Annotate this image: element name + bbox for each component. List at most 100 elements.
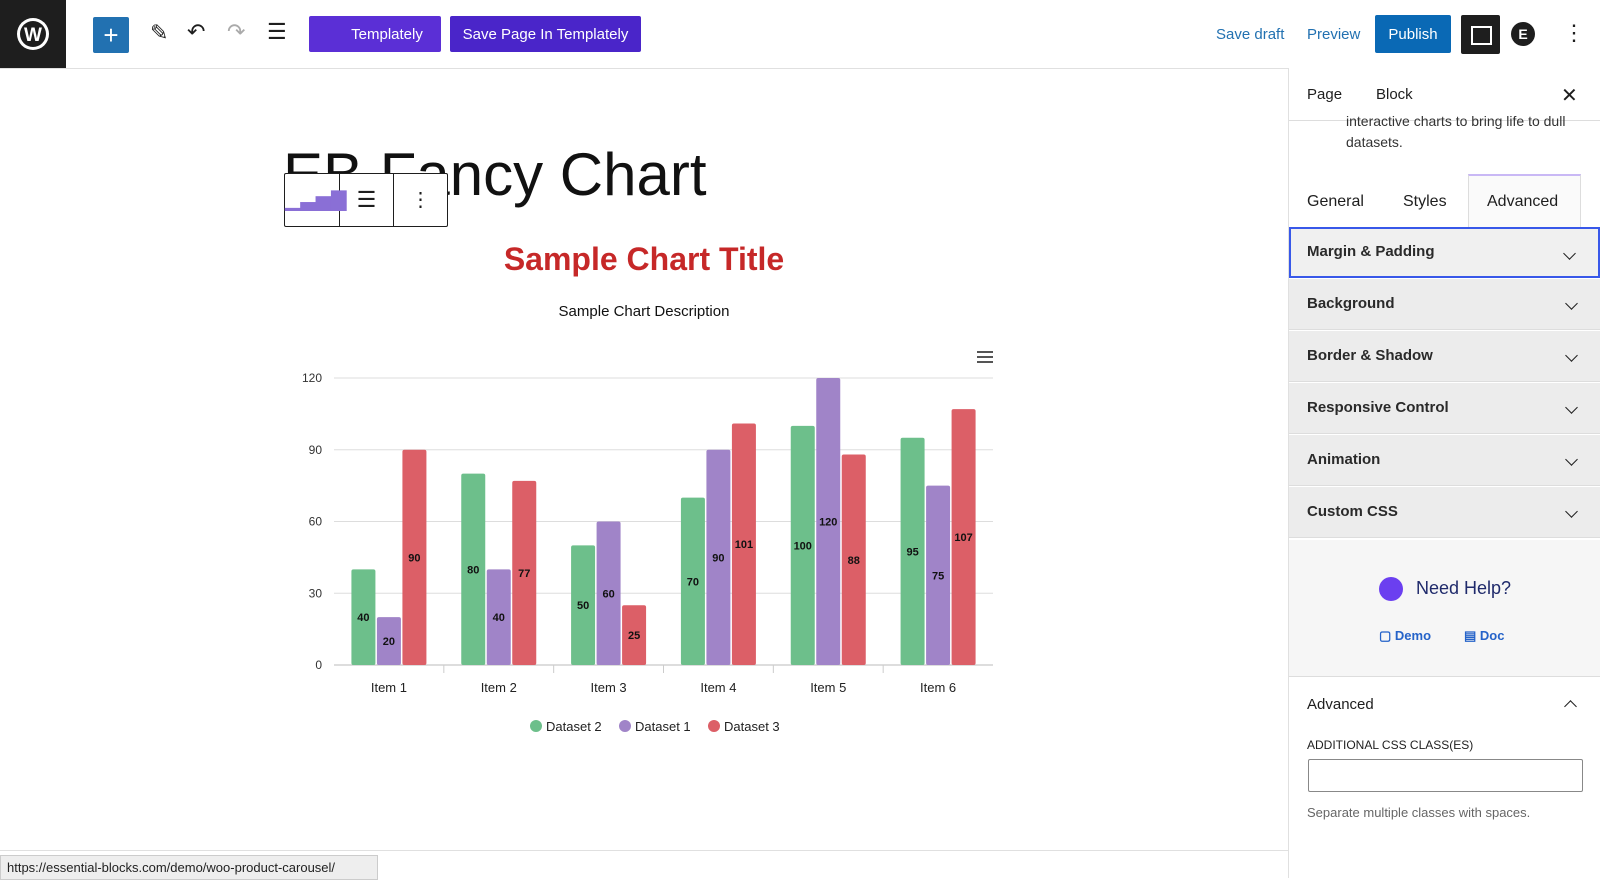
data-label: 107 — [954, 532, 972, 544]
settings-panel[interactable]: Responsive Control — [1289, 383, 1600, 434]
footer-line — [0, 850, 1289, 851]
demo-link[interactable]: ▢ Demo — [1379, 628, 1432, 643]
panel-title[interactable]: Border & Shadow — [1307, 347, 1433, 364]
css-class-input[interactable] — [1308, 759, 1583, 792]
x-tick-label: Item 6 — [920, 680, 956, 695]
bar — [731, 423, 756, 665]
svg-text:W: W — [24, 25, 42, 46]
bar — [816, 378, 841, 665]
data-label: 90 — [712, 552, 724, 564]
wp-logo[interactable]: W — [0, 0, 66, 68]
legend-marker — [530, 720, 542, 732]
bar — [622, 605, 647, 665]
chevron[interactable] — [1565, 297, 1578, 310]
data-label: 75 — [932, 570, 944, 582]
doc-text[interactable]: Doc — [1479, 628, 1505, 643]
chart-block-icon[interactable]: ▁▃▅▇ — [285, 174, 347, 226]
chevron[interactable] — [1565, 401, 1578, 414]
y-tick-label: 90 — [309, 443, 323, 457]
block-tab[interactable]: Block — [1376, 86, 1413, 103]
preview[interactable]: Preview — [1307, 26, 1361, 43]
chevron[interactable] — [1563, 247, 1576, 260]
bar — [706, 449, 731, 665]
data-label: 40 — [493, 612, 505, 624]
bar — [351, 569, 376, 665]
panel-title[interactable]: Background — [1307, 295, 1395, 312]
legend-marker — [708, 720, 720, 732]
data-label: 90 — [408, 552, 420, 564]
x-tick-label: Item 3 — [591, 680, 627, 695]
chevron[interactable] — [1565, 349, 1578, 362]
templately-button[interactable]: Templately — [309, 16, 441, 52]
settings-panel[interactable]: Border & Shadow — [1289, 331, 1600, 382]
panel-title[interactable]: Custom CSS — [1307, 503, 1398, 520]
bar — [841, 454, 866, 665]
bar — [900, 437, 925, 665]
chart-subtitle: Sample Chart Description — [559, 303, 730, 320]
bar — [926, 485, 951, 665]
settings-panel[interactable]: Animation — [1289, 435, 1600, 486]
legend-label[interactable]: Dataset 2 — [546, 719, 602, 734]
undo-icon[interactable]: ↶ — [187, 19, 206, 44]
data-label: 25 — [628, 630, 640, 642]
status-url: https://essential-blocks.com/demo/woo-pr… — [0, 855, 378, 880]
bar — [571, 545, 596, 665]
tools-icon[interactable]: ✎ — [150, 20, 169, 45]
chevron[interactable] — [1565, 505, 1578, 518]
legend-label[interactable]: Dataset 3 — [724, 719, 780, 734]
demo-text[interactable]: Demo — [1394, 628, 1432, 643]
data-label: 120 — [819, 517, 837, 529]
save-templately-button[interactable]: Save Page In Templately — [450, 16, 641, 52]
save-draft[interactable]: Save draft — [1216, 26, 1285, 43]
top-bar — [0, 0, 1600, 69]
y-tick-label: 30 — [309, 586, 323, 600]
chevron[interactable] — [1565, 453, 1578, 466]
menu-icon[interactable] — [977, 351, 993, 363]
panel-title[interactable]: Responsive Control — [1307, 399, 1449, 416]
page-tab[interactable]: Page — [1307, 86, 1343, 103]
active-tab-box — [1468, 174, 1581, 228]
advanced-tab[interactable]: Advanced — [1487, 193, 1559, 210]
close-icon[interactable]: ✕ — [1561, 85, 1578, 107]
add-block[interactable]: + — [93, 17, 129, 53]
field-label: ADDITIONAL CSS CLASS(ES) — [1307, 738, 1474, 752]
data-label: 60 — [602, 588, 614, 600]
bar — [461, 473, 486, 665]
styles-tab[interactable]: Styles — [1403, 193, 1447, 210]
advanced-section-title[interactable]: Advanced — [1307, 696, 1374, 713]
settings-panel[interactable]: Background — [1289, 279, 1600, 330]
legend-label[interactable]: Dataset 1 — [635, 719, 691, 734]
bar — [680, 497, 705, 665]
panel-title[interactable]: Animation — [1307, 451, 1381, 468]
block-description: interactive charts to bring life to dull… — [1346, 113, 1566, 150]
eb-icon[interactable]: E — [1511, 22, 1535, 46]
general-tab[interactable]: General — [1307, 193, 1364, 210]
block-toolbar: ▁▃▅▇ ☰ ⋮ — [284, 173, 448, 227]
settings-panel[interactable]: Margin & Padding — [1289, 227, 1600, 278]
data-label: 50 — [577, 600, 589, 612]
bar — [790, 425, 815, 665]
more-icon[interactable]: ⋮ — [410, 189, 431, 211]
y-tick-label: 120 — [302, 371, 322, 385]
x-tick-label: Item 1 — [371, 680, 407, 695]
bar — [596, 521, 621, 665]
help-icon — [1379, 577, 1403, 601]
redo-icon[interactable]: ↷ — [227, 19, 246, 44]
publish-button[interactable]: Publish — [1375, 15, 1451, 53]
doc-link[interactable]: ▤ Doc — [1464, 628, 1505, 643]
panel-title[interactable]: Margin & Padding — [1307, 243, 1435, 260]
y-tick-label: 60 — [309, 515, 323, 529]
bar — [512, 480, 537, 665]
x-tick-label: Item 4 — [700, 680, 736, 695]
settings-toggle[interactable] — [1461, 15, 1500, 54]
x-tick-label: Item 5 — [810, 680, 846, 695]
data-label: 20 — [383, 636, 395, 648]
bar — [376, 617, 401, 665]
list-view-icon[interactable]: ☰ — [267, 19, 287, 44]
settings-panel[interactable]: Custom CSS — [1289, 487, 1600, 538]
align-icon[interactable]: ☰ — [340, 174, 394, 226]
options-icon[interactable]: ⋮ — [1563, 20, 1585, 45]
data-label: 95 — [906, 546, 918, 558]
x-tick-label: Item 2 — [481, 680, 517, 695]
